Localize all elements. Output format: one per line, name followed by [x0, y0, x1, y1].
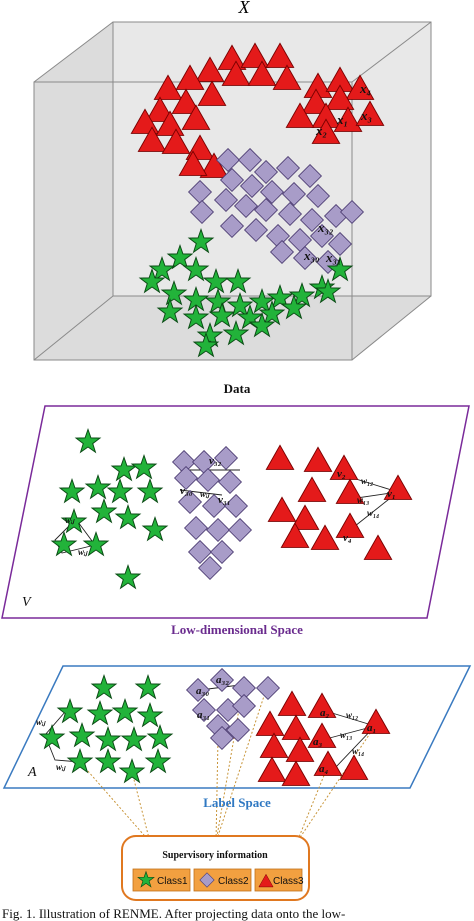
supervisory-legend: Supervisory information Class1 Class2 Cl… — [121, 835, 310, 901]
v-corner-label: V — [22, 595, 32, 610]
legend-label-class2: Class2 — [218, 876, 249, 887]
label-v1: v₁ — [387, 488, 396, 500]
data-cube-panel: X x₄ x₁ x₃ x₂ x₃₂ x₃₀ x₃₁ Data — [33, 0, 432, 396]
label-v4: v₄ — [343, 532, 352, 544]
data-caption: Data — [224, 381, 251, 396]
label-v30: v₃₀ — [180, 485, 193, 497]
label-aw13: w₁₃ — [340, 730, 352, 740]
a-corner-label: A — [27, 765, 37, 780]
label-w-class2: wᵢⱼ — [200, 489, 211, 499]
figure-footer-caption: Fig. 1. Illustration of RENME. After pro… — [2, 906, 345, 921]
label-a1: a₁ — [367, 722, 376, 734]
label-x3: x₃ — [360, 108, 372, 123]
label-aw-class1: wᵢⱼ — [36, 717, 47, 727]
a-caption: Label Space — [203, 795, 271, 810]
label-aw12: w₁₂ — [346, 710, 358, 720]
low-dimensional-panel: v₂ v₁ v₄ v₃₂ v₃₀ v₃₁ w₁₂ w₁₃ w₁₄ wᵢⱼ wᵢⱼ… — [1, 405, 470, 637]
label-w12: w₁₂ — [361, 476, 373, 486]
label-a32: a₃₂ — [216, 674, 229, 686]
v-labels: v₂ v₁ v₄ v₃₂ v₃₀ v₃₁ w₁₂ w₁₃ w₁₄ wᵢⱼ wᵢⱼ… — [65, 455, 396, 557]
label-x2: x₂ — [315, 123, 327, 138]
cube-edge — [351, 21, 432, 83]
cube-edge — [33, 295, 114, 361]
label-x31: x₃₁ — [325, 250, 342, 265]
label-w13: w₁₃ — [357, 495, 369, 505]
label-w-class1: wᵢⱼ — [65, 515, 76, 525]
legend-label-class1: Class1 — [157, 876, 188, 887]
label-aw14: w₁₄ — [352, 746, 364, 756]
label-v32: v₃₂ — [209, 455, 222, 467]
label-a30: a₃₀ — [196, 685, 209, 697]
label-space-panel: a₃₀ a₃₂ a₃₁ a₂ a₁ a₃ a₄ w₁₂ w₁₃ w₁₄ wᵢⱼ … — [2, 665, 472, 843]
label-a4: a₄ — [319, 763, 329, 775]
label-x4: x₄ — [359, 81, 371, 96]
label-a31: a₃₁ — [197, 709, 210, 721]
a-labels: a₃₀ a₃₂ a₃₁ a₂ a₁ a₃ a₄ w₁₂ w₁₃ w₁₄ wᵢⱼ … — [36, 674, 376, 775]
label-x30: x₃₀ — [303, 248, 320, 263]
label-a2: a₂ — [320, 707, 330, 719]
legend-label-class3: Class3 — [273, 876, 304, 887]
legend-title: Supervisory information — [162, 850, 268, 861]
supervision-dotted-links — [79, 685, 376, 843]
label-v2: v₂ — [337, 468, 346, 480]
label-aw-class1b: wᵢⱼ — [56, 762, 67, 772]
label-a3: a₃ — [313, 736, 323, 748]
label-x32: x₃₂ — [317, 220, 334, 235]
label-v31: v₃₁ — [218, 494, 231, 506]
label-w-class1b: wᵢⱼ — [78, 547, 89, 557]
label-x1: x₁ — [336, 112, 348, 127]
panel-title-x: X — [238, 0, 251, 17]
data-point-labels: x₄ x₁ x₃ x₂ x₃₂ x₃₀ x₃₁ — [303, 81, 372, 265]
v-caption: Low-dimensional Space — [171, 622, 303, 637]
label-w14: w₁₄ — [367, 508, 379, 518]
